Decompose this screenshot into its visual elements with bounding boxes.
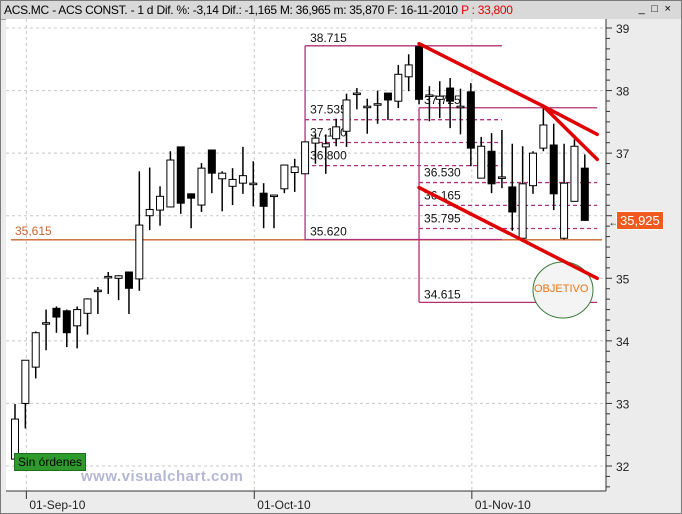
candle-up	[352, 92, 361, 96]
fib-retracement-2-level-label: 36.165	[424, 188, 461, 202]
y-tick-label: 35	[616, 272, 630, 286]
candle-up	[363, 105, 372, 109]
x-tick-label: 01-Oct-10	[257, 498, 311, 512]
candle-up	[270, 194, 278, 198]
candle-up	[394, 73, 403, 102]
candle-up	[518, 183, 527, 239]
candle-down	[176, 146, 185, 204]
fib-retracement-1-high-label: 38.715	[310, 31, 347, 45]
candle-down	[508, 186, 517, 213]
candle-up	[218, 172, 227, 180]
period: 1 d	[137, 3, 154, 17]
candle-up	[249, 182, 258, 186]
candle-up	[166, 159, 175, 208]
candle-down	[549, 144, 558, 195]
candle-up	[280, 164, 289, 190]
title-bar: ACS.MC - ACS CONST. - 1 d Dif. %: -3,14 …	[1, 1, 681, 20]
candle-down	[187, 193, 196, 199]
candle-up	[435, 95, 444, 100]
candle-up	[93, 289, 102, 293]
candle-up	[539, 124, 548, 149]
candle-up	[373, 103, 382, 106]
status-badge: Sin órdenes	[14, 453, 87, 471]
objective-label: OBJETIVO	[534, 283, 589, 295]
close-button[interactable]: ×	[664, 3, 671, 15]
fib-retracement-1-low-label: 35.620	[310, 224, 347, 238]
candle-down	[124, 271, 133, 289]
support-label: 35,615	[15, 224, 52, 238]
instrument-name: ACS CONST.	[58, 3, 128, 17]
x-tick-label: 01-Nov-10	[475, 498, 531, 512]
candle-up	[104, 275, 113, 279]
candle-up	[342, 99, 351, 132]
candle-up	[290, 166, 299, 174]
y-tick-label: 34	[616, 335, 630, 349]
price-axis[interactable]	[606, 19, 681, 491]
candle-up	[570, 145, 579, 202]
candle-up	[156, 195, 165, 211]
candle-down	[487, 150, 496, 185]
candle-up	[21, 359, 30, 404]
trendline	[417, 41, 546, 108]
candle-up	[332, 126, 341, 140]
candle-down	[383, 92, 392, 101]
y-tick-label: 38	[616, 85, 630, 99]
candle-up	[135, 224, 144, 280]
watermark: www.visualchart.com	[81, 468, 244, 485]
price-chart[interactable]: 3938373635343332 01-Sep-1001-Oct-1001-No…	[1, 19, 681, 512]
y-tick-label: 33	[616, 397, 630, 411]
symbol: ACS.MC	[4, 3, 49, 17]
fib-retracement-1-level-label: 36.800	[310, 149, 347, 163]
plot-area	[6, 19, 606, 491]
candle-up	[238, 175, 247, 184]
maximize-button[interactable]: □	[651, 3, 658, 15]
candle-up	[497, 176, 506, 179]
candle-up	[197, 167, 206, 206]
time-axis[interactable]	[6, 491, 681, 512]
last-price-badge: 35,925	[616, 211, 664, 230]
fib-retracement-2-low-label: 34.615	[424, 287, 461, 301]
candle-up	[114, 275, 123, 279]
trendline	[541, 104, 599, 137]
candle-down	[62, 310, 71, 334]
candle-down	[580, 167, 589, 221]
stats: Dif. %: -3,14 Dif.: -1,165 M: 36,965 m: …	[156, 3, 459, 17]
candle-down	[415, 46, 424, 100]
candle-up	[404, 64, 413, 78]
candle-down	[52, 307, 61, 318]
candle-up	[477, 145, 486, 179]
candle-up	[311, 137, 320, 144]
trendline	[541, 104, 599, 162]
last-price-label: P : 33,800	[461, 3, 513, 17]
candle-down	[446, 87, 455, 102]
y-tick-label: 39	[616, 22, 630, 36]
fib-retracement-2-level-label: 35.795	[424, 212, 461, 226]
candle-up	[145, 208, 154, 217]
candle-up	[456, 105, 465, 109]
fib-retracement-2-level-label: 36.530	[424, 166, 461, 180]
candle-up	[83, 298, 92, 314]
candle-up	[301, 141, 310, 175]
candle-up	[321, 143, 330, 148]
trendline	[417, 185, 599, 281]
candle-up	[31, 332, 40, 368]
x-tick-label: 01-Sep-10	[29, 498, 85, 512]
fib-retracement-1-level-label: 37.535	[310, 103, 347, 117]
candle-down	[207, 149, 216, 174]
candle-down	[259, 192, 268, 207]
candle-up	[42, 322, 51, 325]
candle-up	[73, 309, 82, 327]
candle-up	[560, 182, 569, 239]
candle-up	[529, 152, 537, 187]
y-tick-label: 32	[616, 460, 630, 474]
candle-up	[425, 94, 434, 97]
candle-up	[228, 178, 237, 187]
candle-down	[466, 91, 475, 149]
y-tick-label: 37	[616, 147, 630, 161]
minimize-button[interactable]: _	[638, 3, 645, 15]
